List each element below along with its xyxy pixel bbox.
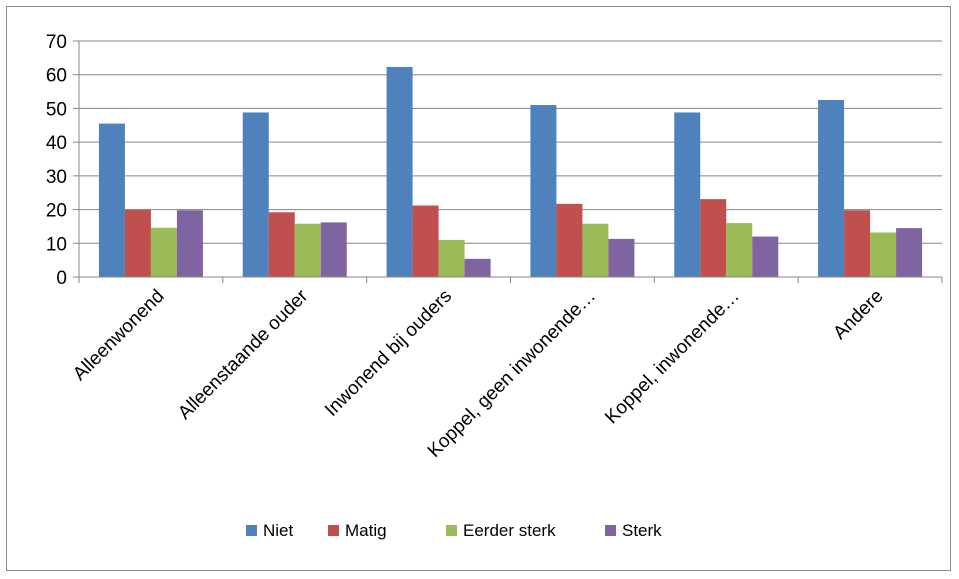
- bar-matig: [268, 212, 295, 277]
- bar-niet: [530, 105, 557, 277]
- bar-eerder-sterk: [726, 223, 753, 277]
- bar-sterk: [464, 258, 491, 277]
- bar-matig: [844, 210, 871, 277]
- bar-matig: [124, 209, 151, 277]
- y-tick-label: 10: [46, 234, 67, 255]
- bar-niet: [98, 123, 125, 277]
- y-tick-label: 40: [46, 133, 67, 154]
- bars: [98, 66, 923, 278]
- bar-matig: [412, 205, 439, 277]
- bar-sterk: [896, 228, 923, 277]
- bar-matig: [700, 199, 727, 277]
- bar-niet: [242, 112, 269, 277]
- y-axis-tick-labels: 0 10 20 30 40 50 60 70: [46, 32, 67, 289]
- x-axis-category-labels: Alleenwonend Alleenstaande ouder Inwonend …: [69, 285, 887, 462]
- gridlines: [73, 40, 942, 278]
- x-category-label: Alleenstaande ouder: [174, 285, 313, 424]
- legend-swatch: [328, 525, 339, 536]
- bar-niet: [674, 112, 701, 277]
- y-tick-label: 0: [56, 268, 67, 289]
- bar-sterk: [320, 222, 347, 277]
- legend-label: Niet: [263, 521, 294, 540]
- bar-matig: [556, 203, 583, 277]
- y-tick-label: 50: [46, 99, 67, 120]
- bar-sterk: [752, 236, 779, 277]
- bar-sterk: [176, 210, 203, 277]
- bar-eerder-sterk: [150, 227, 177, 277]
- legend-swatch: [446, 525, 457, 536]
- y-tick-label: 60: [46, 66, 67, 87]
- legend-label: Matig: [345, 521, 387, 540]
- chart-frame: [6, 6, 951, 571]
- legend-swatch: [246, 525, 257, 536]
- legend: Niet Matig Eerder sterk Sterk: [246, 521, 662, 540]
- legend-swatch: [605, 525, 616, 536]
- bar-eerder-sterk: [870, 232, 897, 277]
- x-category-label: Koppel, inwonende…: [601, 286, 744, 429]
- bar-niet: [386, 66, 413, 278]
- x-category-label: Andere: [829, 286, 887, 344]
- bar-eerder-sterk: [438, 239, 465, 277]
- x-category-label: Koppel, geen inwonende…: [424, 286, 600, 462]
- y-tick-label: 70: [46, 32, 67, 53]
- bar-eerder-sterk: [294, 223, 321, 277]
- legend-label: Sterk: [622, 521, 662, 540]
- axes: [78, 41, 943, 283]
- bar-niet: [818, 100, 845, 277]
- bar-sterk: [608, 238, 635, 277]
- legend-label: Eerder sterk: [463, 521, 556, 540]
- x-category-label: Inwonend bij ouders: [321, 286, 456, 421]
- y-tick-label: 20: [46, 201, 67, 222]
- x-category-label: Alleenwonend: [69, 286, 168, 385]
- bar-eerder-sterk: [582, 223, 609, 277]
- y-tick-label: 30: [46, 167, 67, 188]
